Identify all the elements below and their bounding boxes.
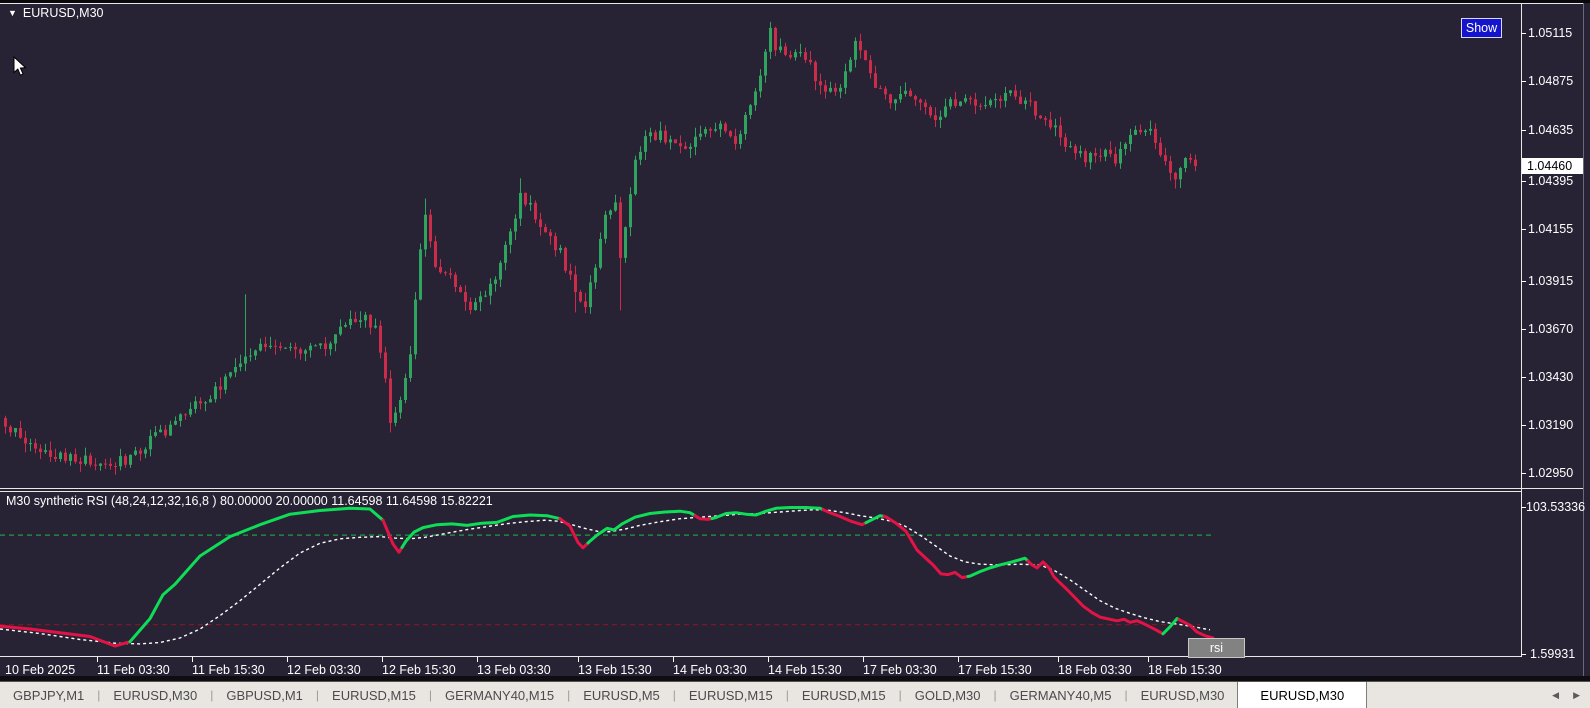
tab-separator: | xyxy=(993,688,997,702)
price-and-rsi-chart-canvas[interactable] xyxy=(0,0,1583,658)
time-axis-tick xyxy=(958,657,959,662)
time-axis-tick xyxy=(863,657,864,662)
pane-border-mid2 xyxy=(0,491,1521,492)
symbol-title: ▼ EURUSD,M30 xyxy=(8,6,104,20)
pane-border-mid1 xyxy=(0,488,1583,489)
pane-border-top xyxy=(0,3,1583,4)
time-axis-label: 18 Feb 03:30 xyxy=(1058,663,1132,677)
price-axis-tick xyxy=(1521,229,1526,230)
tab-separator: | xyxy=(672,688,676,702)
time-axis-label: 13 Feb 03:30 xyxy=(477,663,551,677)
time-axis-tick xyxy=(1058,657,1059,662)
price-axis-tick xyxy=(1521,473,1526,474)
pane-border-bottom xyxy=(0,656,1521,657)
chart-tab[interactable]: EURUSD,M15 xyxy=(688,687,773,703)
price-axis-label: 1.03430 xyxy=(1528,370,1574,384)
tab-separator: | xyxy=(785,688,789,702)
chart-tab[interactable]: GBPUSD,M1 xyxy=(226,687,303,703)
price-axis-tick xyxy=(1521,130,1526,131)
price-axis-label: 1.03670 xyxy=(1528,322,1574,336)
tab-separator: | xyxy=(898,688,902,702)
chart-tab[interactable]: GERMANY40,M5 xyxy=(1009,687,1112,703)
time-axis-label: 10 Feb 2025 xyxy=(5,663,76,677)
time-axis-label: 12 Feb 03:30 xyxy=(287,663,361,677)
rsi-axis-min-label: 1.59931 xyxy=(1530,647,1576,661)
rsi-axis-tick xyxy=(1521,507,1526,508)
price-axis-label: 1.03190 xyxy=(1528,418,1574,432)
time-axis-label: 17 Feb 03:30 xyxy=(863,663,937,677)
price-axis-tick xyxy=(1521,181,1526,182)
chart-tab[interactable]: EURUSD,M30 xyxy=(113,687,198,703)
tab-separator: | xyxy=(1124,688,1128,702)
time-axis-label: 11 Feb 15:30 xyxy=(192,663,265,677)
tab-separator: | xyxy=(315,688,320,702)
price-axis-label: 1.02950 xyxy=(1528,466,1574,480)
price-axis-label: 1.04155 xyxy=(1528,222,1574,236)
chart-tab[interactable]: GBPJPY,M1 xyxy=(13,687,85,703)
time-axis-tick xyxy=(382,657,383,662)
chart-tab[interactable]: EURUSD,M15 xyxy=(332,687,416,703)
price-axis-tick xyxy=(1521,33,1526,34)
time-axis-label: 14 Feb 15:30 xyxy=(768,663,842,677)
window-right-edge xyxy=(1583,3,1584,677)
chart-tab[interactable]: EURUSD,M30 xyxy=(1140,687,1225,703)
tab-separator: | xyxy=(428,688,432,702)
price-axis-tick xyxy=(1521,377,1526,378)
time-axis-tick xyxy=(192,657,193,662)
time-axis-tick xyxy=(1148,657,1149,662)
price-axis-label: 1.03915 xyxy=(1528,274,1574,288)
chart-tab[interactable]: GOLD,M30 xyxy=(914,687,981,703)
chart-tab[interactable]: GERMANY40,M15 xyxy=(444,687,555,703)
time-axis-tick xyxy=(477,657,478,662)
tabbar-filler: ◀ ▶ xyxy=(1367,682,1590,708)
tab-separator: | xyxy=(97,688,101,702)
chart-tab-active[interactable]: EURUSD,M30 xyxy=(1237,682,1368,708)
price-axis-tick xyxy=(1521,281,1526,282)
show-button[interactable]: Show xyxy=(1461,18,1502,38)
rsi-axis-max-label: 103.53336 xyxy=(1526,500,1586,514)
window-top-strip xyxy=(0,0,1590,3)
chart-tab[interactable]: EURUSD,M15 xyxy=(801,687,886,703)
price-axis-separator xyxy=(1521,3,1522,657)
price-axis-label: 1.04635 xyxy=(1528,123,1574,137)
time-axis-label: 14 Feb 03:30 xyxy=(673,663,747,677)
tab-separator: | xyxy=(567,688,571,702)
tab-separator: | xyxy=(210,688,214,702)
time-axis-tick xyxy=(97,657,98,662)
price-axis-tick xyxy=(1521,425,1526,426)
time-axis-tick xyxy=(673,657,674,662)
price-axis-label: 1.04395 xyxy=(1528,174,1574,188)
time-axis-tick xyxy=(578,657,579,662)
mouse-cursor-icon xyxy=(13,56,27,76)
tabs-scroll-right-icon[interactable]: ▶ xyxy=(1573,689,1580,700)
rsi-axis-tick xyxy=(1521,654,1526,655)
chart-tab[interactable]: EURUSD,M5 xyxy=(583,687,660,703)
separator-strip xyxy=(0,676,1590,681)
time-axis-label: 13 Feb 15:30 xyxy=(578,663,652,677)
symbol-title-label: EURUSD,M30 xyxy=(22,6,104,20)
time-axis-tick xyxy=(287,657,288,662)
price-axis-tick xyxy=(1521,329,1526,330)
rsi-tooltip: rsi xyxy=(1188,638,1245,658)
time-axis-label: 17 Feb 15:30 xyxy=(958,663,1032,677)
rsi-indicator-label: M30 synthetic RSI (48,24,12,32,16,8 ) 80… xyxy=(6,494,493,508)
tabs-scroll-left-icon[interactable]: ◀ xyxy=(1552,689,1560,700)
chart-dropdown-arrow-icon[interactable]: ▼ xyxy=(8,8,17,18)
price-axis-tick xyxy=(1521,81,1526,82)
time-axis-label: 18 Feb 15:30 xyxy=(1148,663,1222,677)
chart-tabs-bar: GBPJPY,M1 | EURUSD,M30 | GBPUSD,M1 | EURUSD,M1… xyxy=(0,681,1590,708)
time-axis-label: 11 Feb 03:30 xyxy=(97,663,170,677)
time-axis-label: 12 Feb 15:30 xyxy=(382,663,456,677)
current-price-badge: 1.04460 xyxy=(1522,158,1583,174)
price-axis-label: 1.05115 xyxy=(1528,26,1573,40)
time-axis-tick xyxy=(768,657,769,662)
price-axis-label: 1.04875 xyxy=(1528,74,1574,88)
